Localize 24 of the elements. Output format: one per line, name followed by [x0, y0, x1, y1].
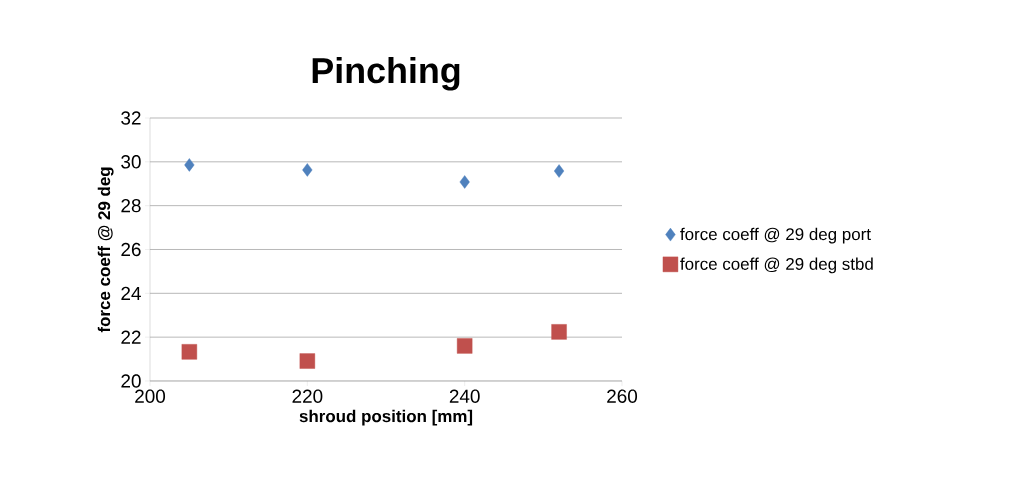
legend-label: force coeff @ 29 deg port — [680, 227, 871, 244]
point — [181, 344, 198, 360]
point — [459, 175, 470, 189]
x-tick-label: 260 — [607, 389, 638, 403]
x-tick-label: 240 — [449, 389, 480, 403]
point — [299, 353, 316, 369]
point — [184, 158, 195, 172]
y-tick-label: 30 — [121, 155, 141, 169]
x-axis-title: shroud position [mm] — [299, 409, 473, 426]
x-tick-label: 220 — [292, 389, 323, 403]
y-tick-label: 20 — [121, 374, 141, 388]
y-tick-label: 28 — [121, 198, 141, 213]
y-tick-label: 22 — [121, 330, 141, 344]
chart-title: Pinching — [312, 56, 460, 91]
point — [302, 163, 313, 177]
x-tick-label: 200 — [135, 389, 166, 403]
point — [456, 338, 473, 354]
y-tick-label: 26 — [121, 242, 141, 257]
legend-label: force coeff @ 29 deg stbd — [680, 257, 873, 274]
y-tick-label: 32 — [121, 111, 141, 125]
y-tick-label: 24 — [121, 286, 141, 300]
y-axis-title: force coeff @ 29 deg — [97, 167, 114, 333]
point — [551, 324, 567, 340]
point — [554, 164, 565, 178]
